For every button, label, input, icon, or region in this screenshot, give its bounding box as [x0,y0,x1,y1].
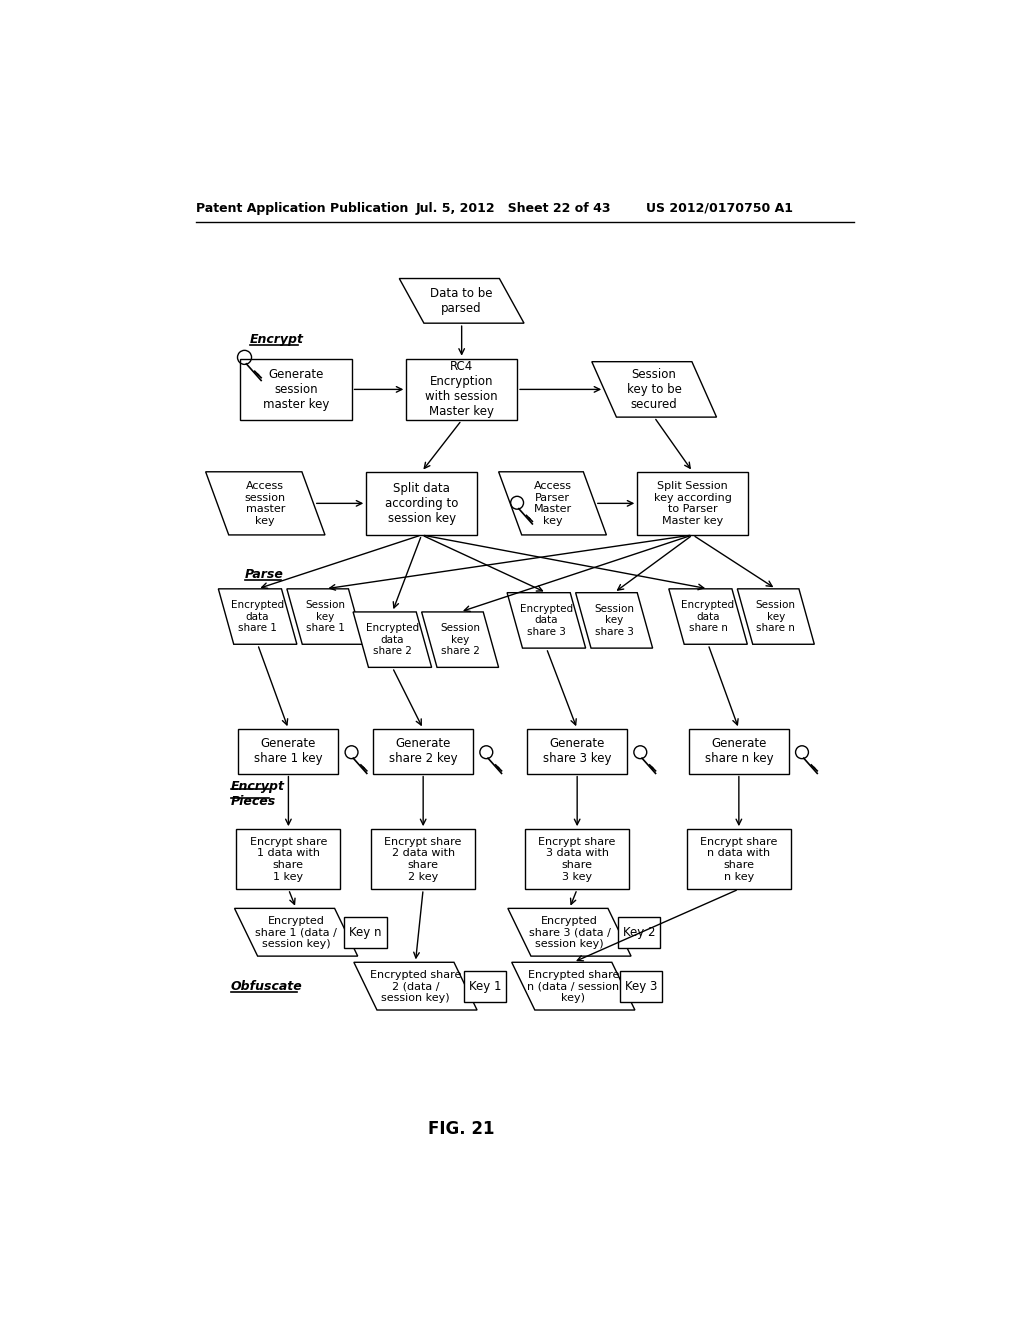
Bar [617,917,659,948]
Bar [406,359,517,420]
Bar [241,359,352,420]
Text: Key 2: Key 2 [623,925,655,939]
Polygon shape [287,589,364,644]
Text: Jul. 5, 2012   Sheet 22 of 43: Jul. 5, 2012 Sheet 22 of 43 [416,202,611,215]
Bar [687,829,791,890]
Text: Split Session
key according
to Parser
Master key: Split Session key according to Parser Ma… [653,480,731,525]
Bar [237,829,340,890]
Text: Data to be
parsed: Data to be parsed [430,286,493,315]
Text: Session
key
share 1: Session key share 1 [305,601,345,634]
Text: Session
key
share 3: Session key share 3 [594,603,634,638]
Text: Encrypt share
n data with
share
n key: Encrypt share n data with share n key [700,837,777,882]
Bar [637,471,749,535]
Text: Encrypted share
2 (data /
session key): Encrypted share 2 (data / session key) [370,970,461,1003]
Text: Split data
according to
session key: Split data according to session key [385,482,459,525]
Polygon shape [592,362,717,417]
Bar [527,729,628,774]
Text: Access
session
master
key: Access session master key [245,480,286,525]
Polygon shape [507,593,586,648]
Text: Generate
share n key: Generate share n key [705,738,773,766]
Bar [620,970,663,1002]
Text: Access
Parser
Master
key: Access Parser Master key [534,480,571,525]
Text: Encrypted
data
share n: Encrypted data share n [682,601,734,634]
Text: Encrypted
data
share 2: Encrypted data share 2 [366,623,419,656]
Text: Obfuscate: Obfuscate [230,979,302,993]
Text: FIG. 21: FIG. 21 [428,1119,495,1138]
Bar [373,729,473,774]
Polygon shape [422,612,499,668]
Polygon shape [353,612,432,668]
Text: Encrypted
share 3 (data /
session key): Encrypted share 3 (data / session key) [528,916,610,949]
Text: Patent Application Publication: Patent Application Publication [196,202,409,215]
Polygon shape [206,471,325,535]
Polygon shape [512,962,635,1010]
Text: Encrypted
data
share 3: Encrypted data share 3 [520,603,572,638]
Text: US 2012/0170750 A1: US 2012/0170750 A1 [646,202,794,215]
Bar [366,471,477,535]
Polygon shape [508,908,631,956]
Bar [525,829,629,890]
Text: Encrypt: Encrypt [250,333,304,346]
Text: Encrypt share
3 data with
share
3 key: Encrypt share 3 data with share 3 key [539,837,615,882]
Text: Key n: Key n [349,925,382,939]
Text: Session
key
share 2: Session key share 2 [440,623,480,656]
Polygon shape [669,589,748,644]
Text: Encrypted
data
share 1: Encrypted data share 1 [231,601,285,634]
Bar [464,970,506,1002]
Polygon shape [499,471,606,535]
Polygon shape [218,589,297,644]
Text: Parse: Parse [245,568,284,581]
Text: Key 1: Key 1 [469,979,501,993]
Bar [344,917,387,948]
Text: Key 3: Key 3 [625,979,657,993]
Text: Encrypt share
1 data with
share
1 key: Encrypt share 1 data with share 1 key [250,837,327,882]
Polygon shape [354,962,477,1010]
Polygon shape [234,908,357,956]
Text: Encrypted share
n (data / session
key): Encrypted share n (data / session key) [527,970,620,1003]
Text: Encrypt share
2 data with
share
2 key: Encrypt share 2 data with share 2 key [384,837,462,882]
Text: Generate
share 2 key: Generate share 2 key [389,738,458,766]
Text: Generate
session
master key: Generate session master key [263,368,330,411]
Polygon shape [575,593,652,648]
Text: Session
key
share n: Session key share n [756,601,796,634]
Text: Generate
share 3 key: Generate share 3 key [543,738,611,766]
Bar [689,729,788,774]
Polygon shape [399,279,524,323]
Bar [371,829,475,890]
Text: Encrypted
share 1 (data /
session key): Encrypted share 1 (data / session key) [255,916,337,949]
Text: Session
key to be
secured: Session key to be secured [627,368,682,411]
Text: Encrypt
Pieces: Encrypt Pieces [230,780,285,808]
Text: Generate
share 1 key: Generate share 1 key [254,738,323,766]
Polygon shape [737,589,814,644]
Bar [239,729,339,774]
Text: RC4
Encryption
with session
Master key: RC4 Encryption with session Master key [425,360,498,418]
